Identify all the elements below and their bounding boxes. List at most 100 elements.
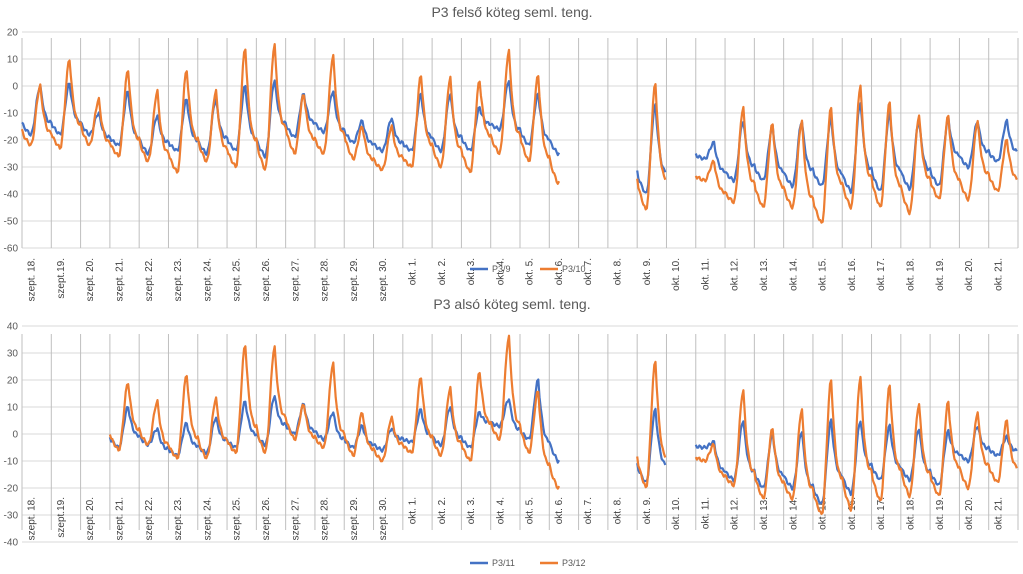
x-category-label: szept. 23. xyxy=(173,258,184,301)
y-tick-label: 10 xyxy=(7,55,19,66)
x-category-label: okt. 14. xyxy=(788,497,799,530)
x-category-label: okt. 16. xyxy=(847,258,858,291)
x-category-label: okt. 7. xyxy=(583,497,594,524)
x-category-label: szept. 25. xyxy=(232,497,243,540)
series-line-P3-12 xyxy=(694,375,1018,515)
x-category-label: okt. 13. xyxy=(759,258,770,291)
legend-label: P3/9 xyxy=(492,264,511,274)
x-category-label: okt. 3. xyxy=(466,258,477,285)
y-tick-label: 0 xyxy=(12,82,18,93)
x-category-label: okt. 18. xyxy=(905,258,916,291)
x-category-label: szept. 27. xyxy=(290,497,301,540)
x-category-label: okt. 17. xyxy=(876,497,887,530)
x-category-label: okt. 14. xyxy=(788,258,799,291)
x-category-label: okt. 21. xyxy=(993,497,1004,530)
x-category-label: szept. 21. xyxy=(115,258,126,301)
x-category-label: okt. 7. xyxy=(583,258,594,285)
x-category-label: okt. 8. xyxy=(613,258,624,285)
y-tick-label: -60 xyxy=(4,244,19,255)
x-category-label: szept. 29. xyxy=(349,497,360,540)
x-category-label: okt. 2. xyxy=(437,258,448,285)
x-category-label: okt. 19. xyxy=(935,258,946,291)
x-category-label: okt. 11. xyxy=(700,258,711,290)
x-category-label: szept. 28. xyxy=(320,497,331,540)
series-line-P3-10 xyxy=(20,43,561,185)
y-tick-label: 20 xyxy=(7,28,19,39)
x-category-label: szept.19. xyxy=(56,497,67,538)
series-line-P3-12 xyxy=(636,360,667,489)
y-tick-label: -20 xyxy=(4,484,19,495)
x-category-label: szept. 22. xyxy=(144,497,155,540)
x-category-label: okt. 9. xyxy=(642,258,653,285)
x-category-label: szept.19. xyxy=(56,258,67,299)
x-category-label: okt. 1. xyxy=(407,497,418,524)
y-tick-label: -10 xyxy=(4,109,19,120)
x-category-label: szept. 23. xyxy=(173,497,184,540)
y-tick-label: 0 xyxy=(12,430,18,441)
series-line-P3-10 xyxy=(636,83,667,211)
x-category-label: okt. 6. xyxy=(554,497,565,524)
x-category-label: szept. 29. xyxy=(349,258,360,301)
y-tick-label: 30 xyxy=(7,349,19,360)
x-category-label: szept. 20. xyxy=(85,258,96,301)
x-category-label: okt. 10. xyxy=(671,258,682,291)
x-category-label: okt. 13. xyxy=(759,497,770,530)
x-category-label: szept. 21. xyxy=(115,497,126,540)
chart-title: P3 felső köteg seml. teng. xyxy=(431,4,592,20)
x-category-label: szept. 18. xyxy=(27,497,38,540)
x-category-label: okt. 5. xyxy=(525,497,536,524)
x-category-label: szept. 30. xyxy=(378,258,389,301)
y-tick-label: 40 xyxy=(7,322,19,333)
x-category-label: okt. 17. xyxy=(876,258,887,291)
x-category-label: szept. 24. xyxy=(202,497,213,540)
x-category-label: szept. 26. xyxy=(261,497,272,540)
y-tick-label: 20 xyxy=(7,376,19,387)
x-category-label: szept. 18. xyxy=(27,258,38,301)
x-category-label: okt. 11. xyxy=(700,497,711,529)
x-category-label: szept. 25. xyxy=(232,258,243,301)
y-tick-label: 10 xyxy=(7,403,19,414)
x-category-label: okt. 20. xyxy=(964,258,975,291)
x-category-label: okt. 6. xyxy=(554,258,565,285)
x-category-label: okt. 1. xyxy=(407,258,418,285)
y-tick-label: -10 xyxy=(4,457,19,468)
y-tick-label: -30 xyxy=(4,163,19,174)
x-category-label: okt. 8. xyxy=(613,497,624,524)
series-line-P3-9 xyxy=(21,79,561,159)
x-category-label: szept. 30. xyxy=(378,497,389,540)
x-category-label: okt. 4. xyxy=(495,497,506,524)
series-line-P3-11 xyxy=(108,378,561,464)
x-category-label: szept. 28. xyxy=(320,258,331,301)
x-category-label: szept. 26. xyxy=(261,258,272,301)
x-category-label: okt. 9. xyxy=(642,497,653,524)
chart-title: P3 alsó köteg seml. teng. xyxy=(433,296,590,312)
legend-label: P3/11 xyxy=(492,558,515,568)
series-line-P3-12 xyxy=(108,334,561,490)
y-tick-label: -40 xyxy=(4,538,19,549)
x-category-label: okt. 16. xyxy=(847,497,858,530)
chart-felso-koteg: P3 felső köteg seml. teng. 20 10 0 -10 -20 -30… xyxy=(4,4,1019,301)
x-category-label: szept. 20. xyxy=(85,497,96,540)
chart-also-koteg: P3 alsó köteg seml. teng. 40 30 20 10 0 -10 -20… xyxy=(4,296,1019,568)
x-category-label: okt. 4. xyxy=(495,258,506,285)
x-category-label: okt. 10. xyxy=(671,497,682,530)
x-category-label: okt. 20. xyxy=(964,497,975,530)
x-category-label: okt. 15. xyxy=(818,258,829,291)
legend-label: P3/10 xyxy=(562,264,586,274)
x-category-label: okt. 12. xyxy=(730,258,741,291)
x-category-label: szept. 27. xyxy=(290,258,301,301)
legend-label: P3/12 xyxy=(562,558,586,568)
x-category-label: okt. 18. xyxy=(905,497,916,530)
x-category-label: szept. 24. xyxy=(202,258,213,301)
x-category-label: okt. 12. xyxy=(730,497,741,530)
x-category-label: okt. 2. xyxy=(437,497,448,524)
y-tick-label: -50 xyxy=(4,217,19,228)
x-category-label: okt. 21. xyxy=(993,258,1004,291)
x-category-label: okt. 19. xyxy=(935,497,946,530)
x-category-label: okt. 5. xyxy=(525,258,536,285)
y-tick-label: -20 xyxy=(4,136,19,147)
series-line-P3-10 xyxy=(694,84,1018,224)
y-tick-label: -30 xyxy=(4,511,19,522)
